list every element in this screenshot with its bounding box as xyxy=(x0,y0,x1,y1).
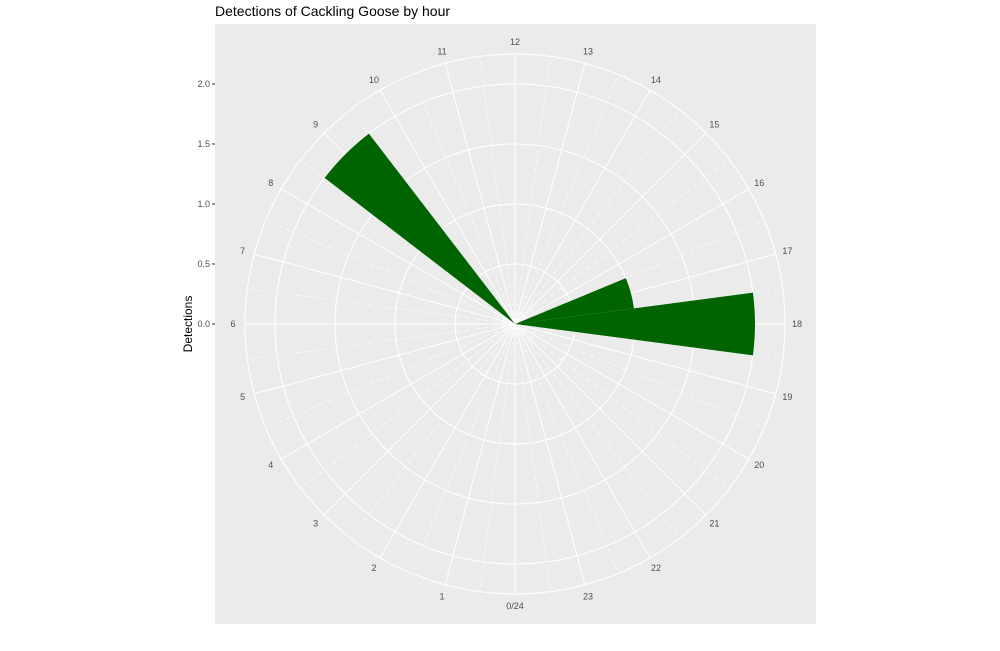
grid-spoke-minor xyxy=(514,159,730,325)
grid-spoke-minor xyxy=(247,323,516,360)
grid-spoke-minor xyxy=(514,74,619,325)
grid-spoke xyxy=(514,188,750,325)
hour-label: 14 xyxy=(651,75,661,85)
grid-spoke-minor xyxy=(514,220,765,325)
grid-spoke xyxy=(514,63,586,325)
hour-label: 4 xyxy=(268,460,273,470)
hour-label: 20 xyxy=(754,460,764,470)
y-tick-label: 0.5 xyxy=(197,259,210,269)
bar-hour-9 xyxy=(324,133,515,324)
grid-spoke xyxy=(514,323,651,559)
bar-hour-17 xyxy=(515,278,634,324)
grid-spoke xyxy=(444,63,516,325)
grid-spoke-minor xyxy=(350,323,516,539)
hour-label: 17 xyxy=(782,246,792,256)
grid-spoke-minor xyxy=(479,323,516,592)
grid-spoke-minor xyxy=(514,323,765,428)
grid-spoke-minor xyxy=(514,323,551,592)
y-tick-label: 2.0 xyxy=(197,79,210,89)
grid-spoke-minor xyxy=(514,109,680,325)
grid-spoke-minor xyxy=(514,323,730,489)
hour-label: 12 xyxy=(510,37,520,47)
bar-hour-18 xyxy=(515,292,756,356)
grid-spoke-minor xyxy=(514,56,551,325)
hour-label: 23 xyxy=(583,591,593,601)
grid-spoke xyxy=(280,188,516,325)
hour-label: 0/24 xyxy=(506,601,524,611)
grid-spoke-minor xyxy=(300,323,516,489)
grid-spoke xyxy=(323,323,516,516)
hour-label: 6 xyxy=(230,319,235,329)
hour-label: 21 xyxy=(709,518,719,528)
grid-spoke xyxy=(444,323,516,585)
grid-spoke xyxy=(514,323,776,395)
hour-label: 15 xyxy=(709,120,719,130)
grid-spoke-minor xyxy=(265,323,516,428)
grid-spoke-minor xyxy=(411,323,516,574)
grid-spoke xyxy=(514,323,750,460)
bar-layer xyxy=(324,133,756,356)
hour-label: 8 xyxy=(268,178,273,188)
hour-label: 2 xyxy=(371,563,376,573)
hour-label: 7 xyxy=(240,246,245,256)
grid-spoke-minor xyxy=(514,323,680,539)
grid-spoke xyxy=(254,253,516,325)
hour-label: 10 xyxy=(369,75,379,85)
grid-spoke xyxy=(254,323,516,395)
hour-label: 3 xyxy=(313,518,318,528)
grid-spoke-minor xyxy=(479,56,516,325)
grid-spoke xyxy=(379,323,516,559)
hour-label: 19 xyxy=(782,392,792,402)
grid-spoke xyxy=(514,132,707,325)
grid-spoke-minor xyxy=(247,288,516,325)
grid-spoke xyxy=(514,323,586,585)
hour-label: 22 xyxy=(651,563,661,573)
grid-spoke xyxy=(514,323,707,516)
hour-tick-labels: 0/24123456789101112131415161718192021222… xyxy=(230,37,802,611)
y-tick-label: 1.0 xyxy=(197,199,210,209)
hour-label: 11 xyxy=(437,47,446,57)
hour-label: 9 xyxy=(313,120,318,130)
grid-spoke xyxy=(514,89,651,325)
y-axis-title: Detections xyxy=(181,296,195,353)
grid-spoke xyxy=(280,323,516,460)
y-tick-label: 0.0 xyxy=(197,319,210,329)
hour-label: 1 xyxy=(440,591,445,601)
y-tick-label: 1.5 xyxy=(197,139,210,149)
grid-spoke-minor xyxy=(411,74,516,325)
hour-label: 16 xyxy=(754,178,764,188)
y-axis: 0.0 0.5 1.0 1.5 2.0 xyxy=(197,79,215,329)
grid-spoke xyxy=(379,89,516,325)
grid-spoke-minor xyxy=(514,323,619,574)
chart-title: Detections of Cackling Goose by hour xyxy=(215,3,451,19)
grid-spoke-minor xyxy=(265,220,516,325)
hour-label: 18 xyxy=(792,319,802,329)
hour-label: 13 xyxy=(583,47,593,57)
hour-label: 5 xyxy=(240,392,245,402)
